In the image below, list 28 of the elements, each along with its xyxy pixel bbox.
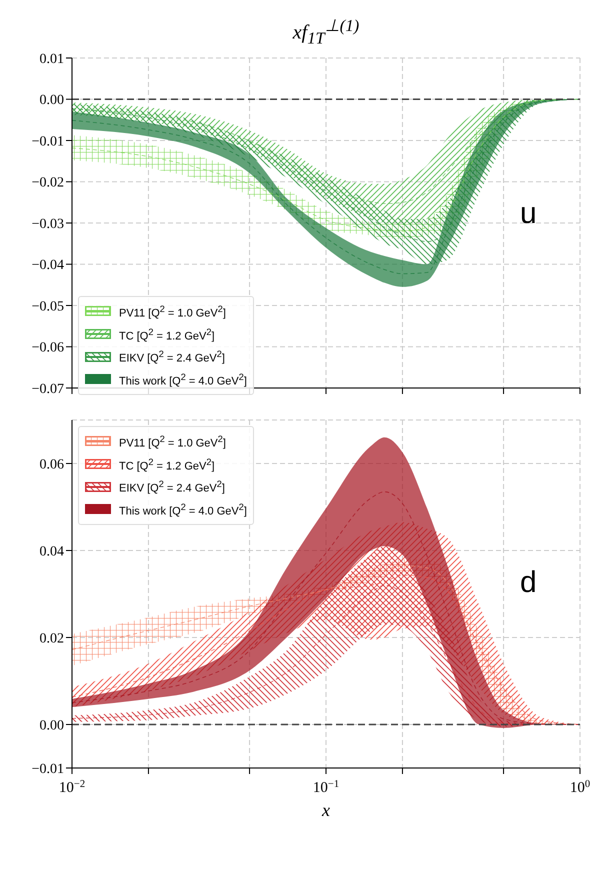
y-tick-label: −0.03 bbox=[32, 216, 64, 232]
y-tick-label: −0.06 bbox=[32, 340, 64, 356]
x-tick-label: 10$^{−2}$ bbox=[58, 778, 86, 796]
annotation: u bbox=[520, 196, 537, 231]
annotation: d bbox=[520, 566, 537, 600]
legend-label: TC [Q$^{2}$ = 1.2 GeV$^{2}$] bbox=[119, 326, 214, 344]
y-tick-label: 0.00 bbox=[40, 718, 64, 734]
y-tick-label: −0.02 bbox=[32, 176, 64, 191]
x-tick-label: 10$^{−1}$ bbox=[312, 778, 340, 796]
y-tick-label: −0.01 bbox=[32, 134, 64, 150]
y-tick-label: −0.05 bbox=[32, 299, 64, 314]
legend-label: PV11 [Q$^{2}$ = 1.0 GeV$^{2}$] bbox=[119, 303, 226, 322]
legend-label: EIKV [Q$^{2}$ = 2.4 GeV$^{2}$] bbox=[119, 348, 225, 367]
y-tick-label: −0.07 bbox=[32, 382, 64, 397]
legend-label: EIKV [Q$^{2}$ = 2.4 GeV$^{2}$] bbox=[119, 478, 225, 497]
legend-label: This work [Q$^{2}$ = 4.0 GeV$^{2}$] bbox=[119, 370, 247, 390]
legend-label: TC [Q$^{2}$ = 1.2 GeV$^{2}$] bbox=[119, 456, 214, 474]
x-axis-title: x bbox=[321, 800, 330, 820]
x-tick-label: 10$^{0}$ bbox=[570, 778, 590, 796]
y-tick-label: 0.00 bbox=[40, 93, 64, 108]
y-tick-label: 0.01 bbox=[40, 52, 64, 67]
legend-label: PV11 [Q$^{2}$ = 1.0 GeV$^{2}$] bbox=[119, 433, 226, 452]
y-tick-label: 0.02 bbox=[40, 631, 64, 646]
legend-label: This work [Q$^{2}$ = 4.0 GeV$^{2}$] bbox=[119, 500, 247, 520]
y-tick-label: 0.06 bbox=[40, 457, 64, 472]
y-tick-label: 0.04 bbox=[40, 544, 64, 560]
y-tick-label: −0.01 bbox=[32, 762, 64, 777]
y-tick-label: −0.04 bbox=[32, 258, 64, 274]
